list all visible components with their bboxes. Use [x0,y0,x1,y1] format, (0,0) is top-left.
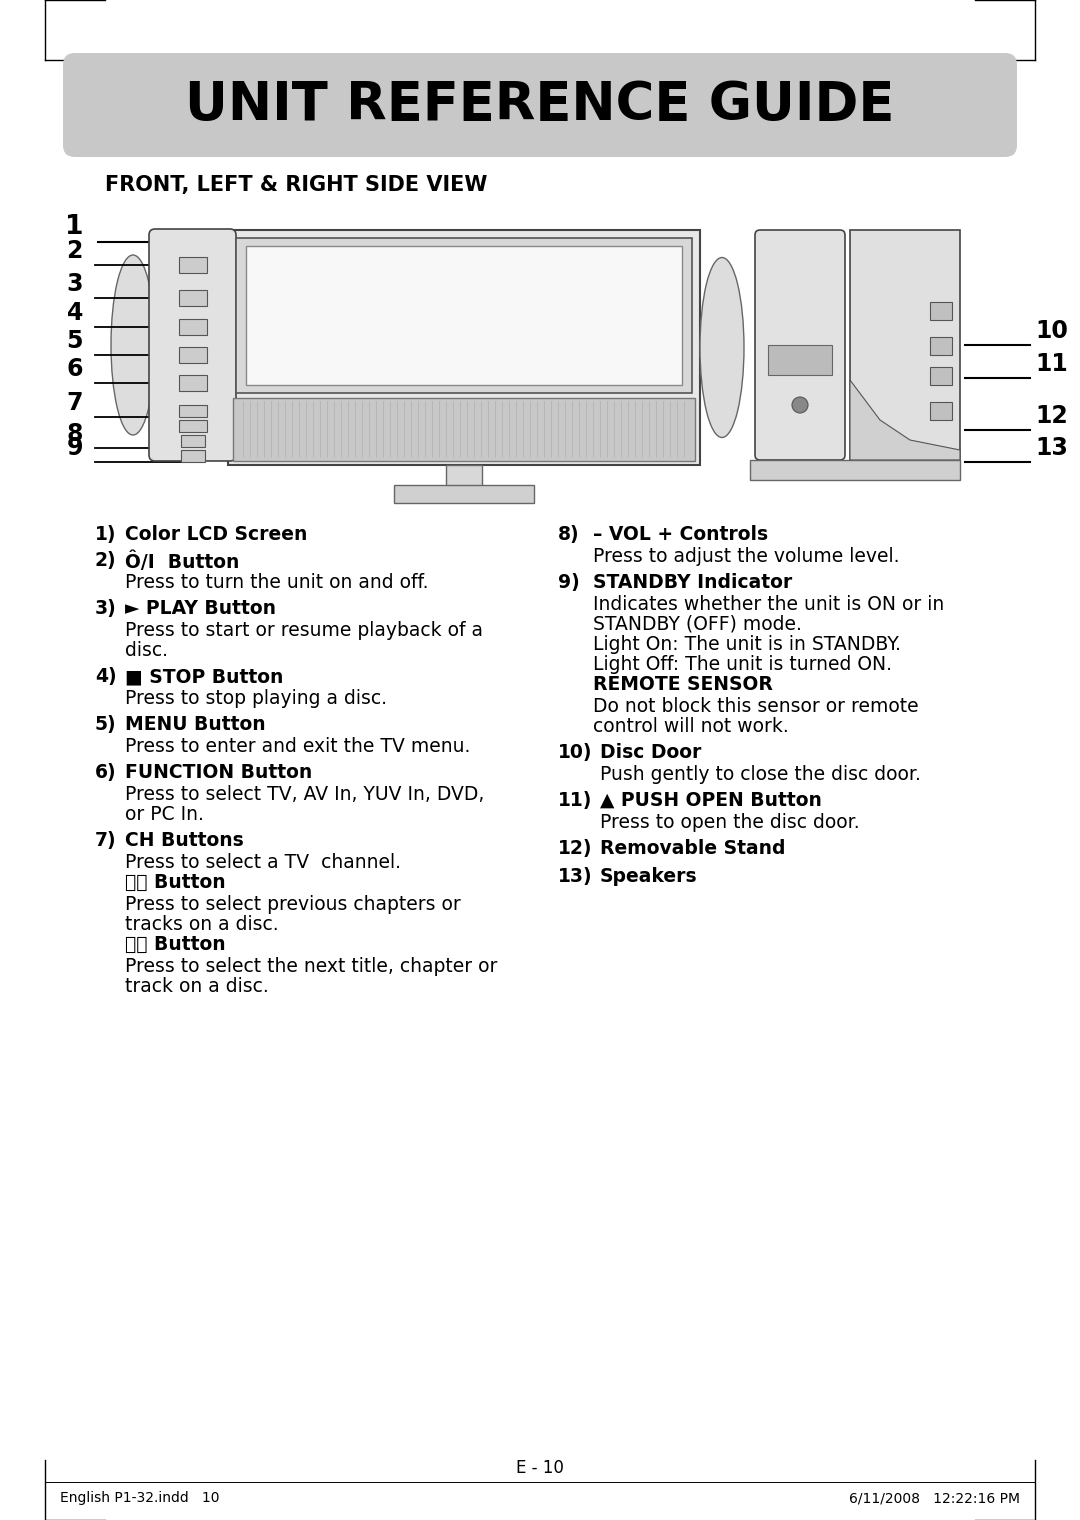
Text: or PC In.: or PC In. [125,806,204,824]
Text: 8: 8 [67,423,83,445]
Text: Disc Door: Disc Door [600,743,701,762]
Text: ⏮⏮ Button: ⏮⏮ Button [125,872,226,892]
Text: ▲ PUSH OPEN Button: ▲ PUSH OPEN Button [600,790,822,810]
Text: 3): 3) [95,599,117,619]
Text: 4: 4 [67,301,83,325]
Text: 3: 3 [67,272,83,296]
Bar [228,230,700,465]
Text: 4): 4) [95,667,117,686]
Bar [850,230,960,461]
Text: Press to select TV, AV In, YUV In, DVD,: Press to select TV, AV In, YUV In, DVD, [125,784,484,804]
Text: Light Off: The unit is turned ON.: Light Off: The unit is turned ON. [593,655,892,673]
Text: 8): 8) [558,524,580,544]
Bar [178,319,206,334]
Bar [768,345,832,375]
Text: ⏭⏭ Button: ⏭⏭ Button [125,935,226,955]
Bar [233,398,696,461]
Text: 11): 11) [558,790,592,810]
Circle shape [792,397,808,413]
Bar [930,302,951,321]
Text: Press to turn the unit on and off.: Press to turn the unit on and off. [125,573,429,591]
Text: Press to start or resume playback of a: Press to start or resume playback of a [125,622,483,640]
Text: UNIT REFERENCE GUIDE: UNIT REFERENCE GUIDE [186,79,894,131]
Text: disc.: disc. [125,641,168,660]
Bar [180,450,204,462]
Bar [750,461,960,480]
Text: 6: 6 [67,357,83,382]
Text: Indicates whether the unit is ON or in: Indicates whether the unit is ON or in [593,594,944,614]
Text: tracks on a disc.: tracks on a disc. [125,915,279,933]
Bar [394,485,534,503]
Text: FUNCTION Button: FUNCTION Button [125,763,312,781]
Text: E - 10: E - 10 [516,1459,564,1477]
Bar [237,239,692,394]
Text: 5: 5 [67,328,83,353]
Bar [178,347,206,363]
Bar [930,401,951,420]
Text: Color LCD Screen: Color LCD Screen [125,524,308,544]
Text: 6/11/2008   12:22:16 PM: 6/11/2008 12:22:16 PM [849,1491,1020,1505]
FancyBboxPatch shape [63,53,1017,157]
Text: Press to open the disc door.: Press to open the disc door. [600,813,860,831]
Bar [930,366,951,385]
Text: Ô/I  Button: Ô/I Button [125,552,240,572]
Text: 11: 11 [1035,353,1068,375]
Text: Press to select the next title, chapter or: Press to select the next title, chapter … [125,958,498,976]
Text: ► PLAY Button: ► PLAY Button [125,599,276,619]
Text: 1): 1) [95,524,117,544]
Text: Speakers: Speakers [600,866,698,886]
Bar [246,246,681,385]
Polygon shape [850,380,960,461]
Text: ■ STOP Button: ■ STOP Button [125,667,283,686]
Text: Push gently to close the disc door.: Push gently to close the disc door. [600,765,921,784]
Bar [178,375,206,391]
Text: Press to select previous chapters or: Press to select previous chapters or [125,895,461,914]
Bar [180,435,204,447]
Text: FRONT, LEFT & RIGHT SIDE VIEW: FRONT, LEFT & RIGHT SIDE VIEW [105,175,487,195]
Ellipse shape [700,257,744,438]
Text: 7: 7 [67,391,83,415]
Text: Press to stop playing a disc.: Press to stop playing a disc. [125,689,387,708]
Text: Removable Stand: Removable Stand [600,839,785,857]
Text: 10): 10) [558,743,593,762]
Text: 12): 12) [558,839,593,857]
Text: CH Buttons: CH Buttons [125,831,244,850]
Text: 9: 9 [67,436,83,461]
Text: – VOL + Controls: – VOL + Controls [593,524,768,544]
Bar [178,404,206,416]
Text: English P1-32.indd   10: English P1-32.indd 10 [60,1491,219,1505]
Text: REMOTE SENSOR: REMOTE SENSOR [593,675,773,695]
Text: Press to adjust the volume level.: Press to adjust the volume level. [593,547,900,565]
Text: control will not work.: control will not work. [593,717,788,736]
Text: Light On: The unit is in STANDBY.: Light On: The unit is in STANDBY. [593,635,901,654]
FancyBboxPatch shape [755,230,845,461]
Bar [446,465,482,486]
Text: 2: 2 [67,239,83,263]
Text: 9): 9) [558,573,580,591]
Text: 1: 1 [65,214,83,240]
Bar [178,290,206,306]
Text: 7): 7) [95,831,117,850]
Text: Do not block this sensor or remote: Do not block this sensor or remote [593,698,919,716]
Text: Press to select a TV  channel.: Press to select a TV channel. [125,853,401,872]
FancyBboxPatch shape [149,230,237,461]
Text: 13: 13 [1035,436,1068,461]
Text: Press to enter and exit the TV menu.: Press to enter and exit the TV menu. [125,737,471,755]
Text: 12: 12 [1035,404,1068,429]
Text: STANDBY (OFF) mode.: STANDBY (OFF) mode. [593,616,801,634]
Text: STANDBY Indicator: STANDBY Indicator [593,573,793,591]
Text: track on a disc.: track on a disc. [125,977,269,996]
Text: 10: 10 [1035,319,1068,344]
Text: 6): 6) [95,763,117,781]
Ellipse shape [111,255,156,435]
Bar [178,257,206,274]
Text: MENU Button: MENU Button [125,714,266,734]
Text: 2): 2) [95,552,117,570]
Text: 13): 13) [558,866,593,886]
Bar [178,420,206,432]
Bar [930,337,951,356]
Text: 5): 5) [95,714,117,734]
